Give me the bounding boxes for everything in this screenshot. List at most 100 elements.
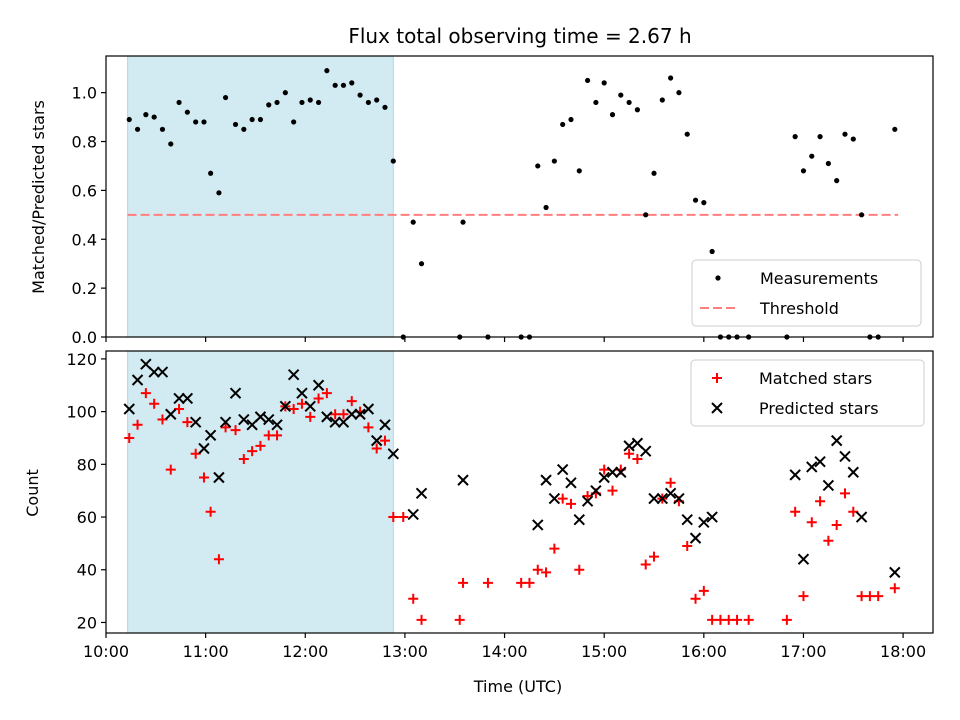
measurement-point-43 xyxy=(551,158,557,164)
matched-stars-point-40 xyxy=(524,577,535,588)
predicted-stars-point-11 xyxy=(213,471,225,484)
y-tick-label-bottom-4: 100 xyxy=(66,403,97,422)
matched-stars-point-73 xyxy=(831,519,842,530)
measurement-point-26 xyxy=(340,82,347,88)
measurement-point-55 xyxy=(651,170,657,176)
y-tick-label-bottom-0: 20 xyxy=(77,613,97,632)
matched-stars-point-59 xyxy=(682,541,693,552)
predicted-stars-point-57 xyxy=(706,511,718,523)
x-tick-label-8: 18:00 xyxy=(880,642,926,661)
measurement-point-18 xyxy=(274,99,280,106)
matched-stars-point-14 xyxy=(238,454,249,465)
predicted-stars-point-4 xyxy=(156,366,169,378)
axes-frame-top xyxy=(105,55,934,338)
data-layer-bottom xyxy=(123,358,901,625)
matched-stars-point-13 xyxy=(230,425,241,436)
matched-stars-point-3 xyxy=(149,398,160,409)
measurement-point-75 xyxy=(850,136,856,142)
matched-stars-point-55 xyxy=(649,551,660,562)
matched-stars-point-4 xyxy=(157,414,168,425)
legend-marker-measurements xyxy=(715,275,721,281)
matched-stars-point-71 xyxy=(815,496,826,507)
predicted-stars-point-59 xyxy=(797,553,810,565)
predicted-stars-point-56 xyxy=(698,516,710,529)
matched-stars-point-69 xyxy=(798,591,809,602)
predicted-stars-point-30 xyxy=(370,434,383,447)
measurement-point-9 xyxy=(201,119,207,125)
predicted-stars-point-0 xyxy=(123,403,135,415)
x-tick-label-4: 14:00 xyxy=(481,642,527,661)
matched-stars-point-72 xyxy=(823,535,834,546)
shaded-span-bottom xyxy=(127,350,394,634)
matched-stars-point-36 xyxy=(454,614,465,625)
matched-stars-point-57 xyxy=(665,477,676,488)
measurement-point-54 xyxy=(643,212,649,218)
predicted-stars-point-60 xyxy=(806,461,818,473)
matched-stars-point-5 xyxy=(165,464,176,475)
predicted-stars-point-40 xyxy=(565,477,577,489)
y-tick-label-top-3: 0.6 xyxy=(72,181,97,200)
data-layer-top xyxy=(126,68,899,340)
legend-label-top-0: Measurements xyxy=(760,269,878,288)
matched-stars-point-49 xyxy=(599,464,610,475)
matched-stars-point-22 xyxy=(305,411,316,422)
measurement-point-5 xyxy=(168,141,174,147)
measurement-point-79 xyxy=(892,126,898,132)
predicted-stars-point-21 xyxy=(296,387,308,399)
predicted-stars-point-3 xyxy=(148,366,160,378)
x-tick-label-6: 16:00 xyxy=(681,642,727,661)
predicted-stars-point-24 xyxy=(321,411,333,423)
measurement-point-74 xyxy=(842,131,848,137)
matched-stars-point-78 xyxy=(873,591,884,602)
predicted-stars-point-51 xyxy=(656,492,669,505)
predicted-stars-point-62 xyxy=(822,479,835,492)
panel-bottom: 10:00 11:00 12:00 13:00 14:00 15:00 16:00 17:00… xyxy=(66,350,934,661)
axes-frame-bottom xyxy=(105,350,934,634)
matched-stars-point-60 xyxy=(690,593,701,604)
measurement-point-52 xyxy=(626,99,632,106)
matched-stars-point-30 xyxy=(371,443,382,454)
matched-stars-point-1 xyxy=(132,419,143,430)
x-tick-label-7: 17:00 xyxy=(780,642,826,661)
measurement-point-34 xyxy=(410,219,416,225)
measurement-point-50 xyxy=(609,112,616,118)
predicted-stars-point-53 xyxy=(673,492,685,505)
measurement-point-46 xyxy=(576,168,582,174)
predicted-stars-point-7 xyxy=(181,392,194,405)
predicted-stars-point-16 xyxy=(254,411,267,423)
predicted-stars-point-33 xyxy=(407,508,419,521)
measurement-point-1 xyxy=(134,126,141,132)
measurement-point-68 xyxy=(792,134,798,140)
matched-stars-point-15 xyxy=(247,446,258,457)
predicted-stars-point-45 xyxy=(606,466,619,478)
matched-stars-point-68 xyxy=(790,506,801,517)
matched-stars-point-38 xyxy=(482,577,493,588)
matched-stars-point-45 xyxy=(565,498,576,509)
y-tick-label-bottom-2: 60 xyxy=(77,508,97,527)
measurement-point-76 xyxy=(858,212,865,218)
legend-box-top xyxy=(691,259,922,327)
y-tick-label-top-0: 0.0 xyxy=(72,328,97,347)
matched-stars-point-35 xyxy=(416,614,427,625)
measurement-point-10 xyxy=(208,170,214,176)
y-tick-label-bottom-5: 120 xyxy=(66,350,97,369)
measurement-point-60 xyxy=(692,197,699,203)
measurement-point-14 xyxy=(241,126,247,132)
x-tick-label-3: 13:00 xyxy=(382,642,428,661)
x-axis-label: Time (UTC) xyxy=(473,677,562,696)
measurement-point-72 xyxy=(825,160,831,167)
y-axis-label-top: Matched/Predicted stars xyxy=(29,100,48,294)
measurement-point-28 xyxy=(357,92,363,98)
measurement-point-41 xyxy=(535,163,541,169)
x-tick-label-2: 12:00 xyxy=(282,642,328,661)
x-tick-label-0: 10:00 xyxy=(83,642,129,661)
matched-stars-point-9 xyxy=(198,472,209,483)
predicted-stars-point-52 xyxy=(664,487,677,500)
matched-stars-point-70 xyxy=(806,517,817,528)
predicted-stars-point-31 xyxy=(379,419,391,431)
measurement-point-11 xyxy=(216,190,222,196)
measurement-point-23 xyxy=(315,99,322,106)
matched-stars-point-21 xyxy=(296,398,307,409)
predicted-stars-point-19 xyxy=(279,400,292,413)
